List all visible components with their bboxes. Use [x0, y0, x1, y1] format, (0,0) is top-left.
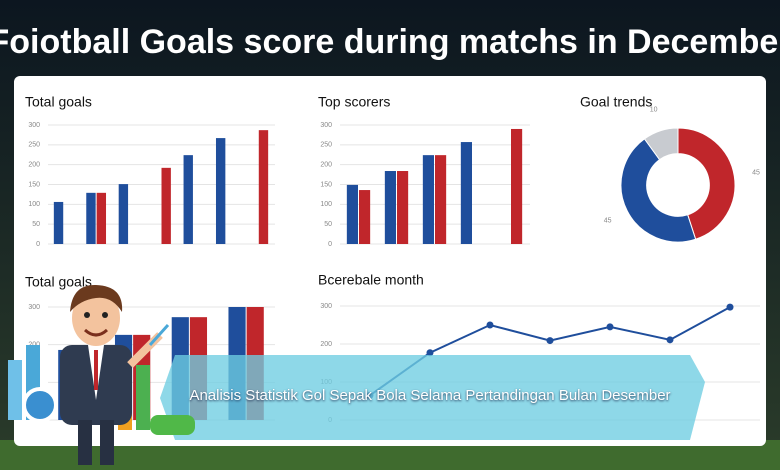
bar: [161, 167, 171, 244]
point: [726, 303, 734, 311]
slice-label: 45: [604, 218, 612, 225]
y-tick-label: 0: [36, 241, 40, 248]
bar: [422, 155, 434, 244]
banner-text: Analisis Statistik Gol Sepak Bola Selama…: [189, 387, 671, 404]
y-tick-label: 50: [324, 221, 332, 228]
y-tick-label: 200: [320, 341, 332, 348]
y-tick-label: 250: [28, 142, 40, 149]
bar: [215, 138, 226, 244]
bar: [53, 201, 64, 244]
bar: [359, 190, 371, 244]
page-title: Foiotball Goals score during matchs in D…: [0, 23, 780, 61]
y-tick-label: 300: [320, 303, 332, 310]
point: [486, 321, 494, 329]
point: [606, 323, 614, 331]
point: [666, 336, 674, 344]
point: [546, 337, 554, 345]
bar: [384, 171, 396, 244]
slice-label: 10: [650, 107, 658, 114]
y-tick-label: 150: [28, 181, 40, 188]
y-tick-label: 100: [28, 201, 40, 208]
bar: [435, 155, 447, 244]
y-tick-label: 300: [28, 304, 40, 311]
bar: [397, 171, 409, 244]
slice: [643, 127, 679, 161]
mascot: [8, 284, 195, 465]
bar: [258, 130, 269, 244]
chart-title: Top scorers: [318, 94, 390, 110]
bar: [346, 184, 358, 244]
y-tick-label: 200: [320, 162, 332, 169]
y-tick-label: 150: [320, 181, 332, 188]
bar: [118, 184, 129, 244]
y-tick-label: 300: [28, 122, 40, 129]
slice: [677, 127, 736, 240]
chart-title: Goal trends: [580, 94, 652, 110]
y-tick-label: 100: [320, 201, 332, 208]
point: [426, 349, 434, 357]
y-tick-label: 300: [320, 122, 332, 129]
y-tick-label: 50: [32, 221, 40, 228]
chart-title: Bcerebale month: [318, 272, 424, 288]
bar: [511, 128, 523, 244]
bar: [86, 192, 96, 244]
chart-title: Total goals: [25, 274, 92, 290]
slice: [620, 138, 697, 243]
y-tick-label: 200: [28, 162, 40, 169]
bar: [183, 155, 193, 244]
chart-title: Total goals: [25, 94, 92, 110]
banner-box: Analisis Statistik Gol Sepak Bola Selama…: [189, 387, 671, 404]
bar: [96, 192, 107, 244]
bar: [460, 142, 472, 244]
banner: [160, 355, 705, 440]
slice-label: 45: [752, 169, 760, 176]
y-tick-label: 0: [328, 241, 332, 248]
y-tick-label: 250: [320, 142, 332, 149]
